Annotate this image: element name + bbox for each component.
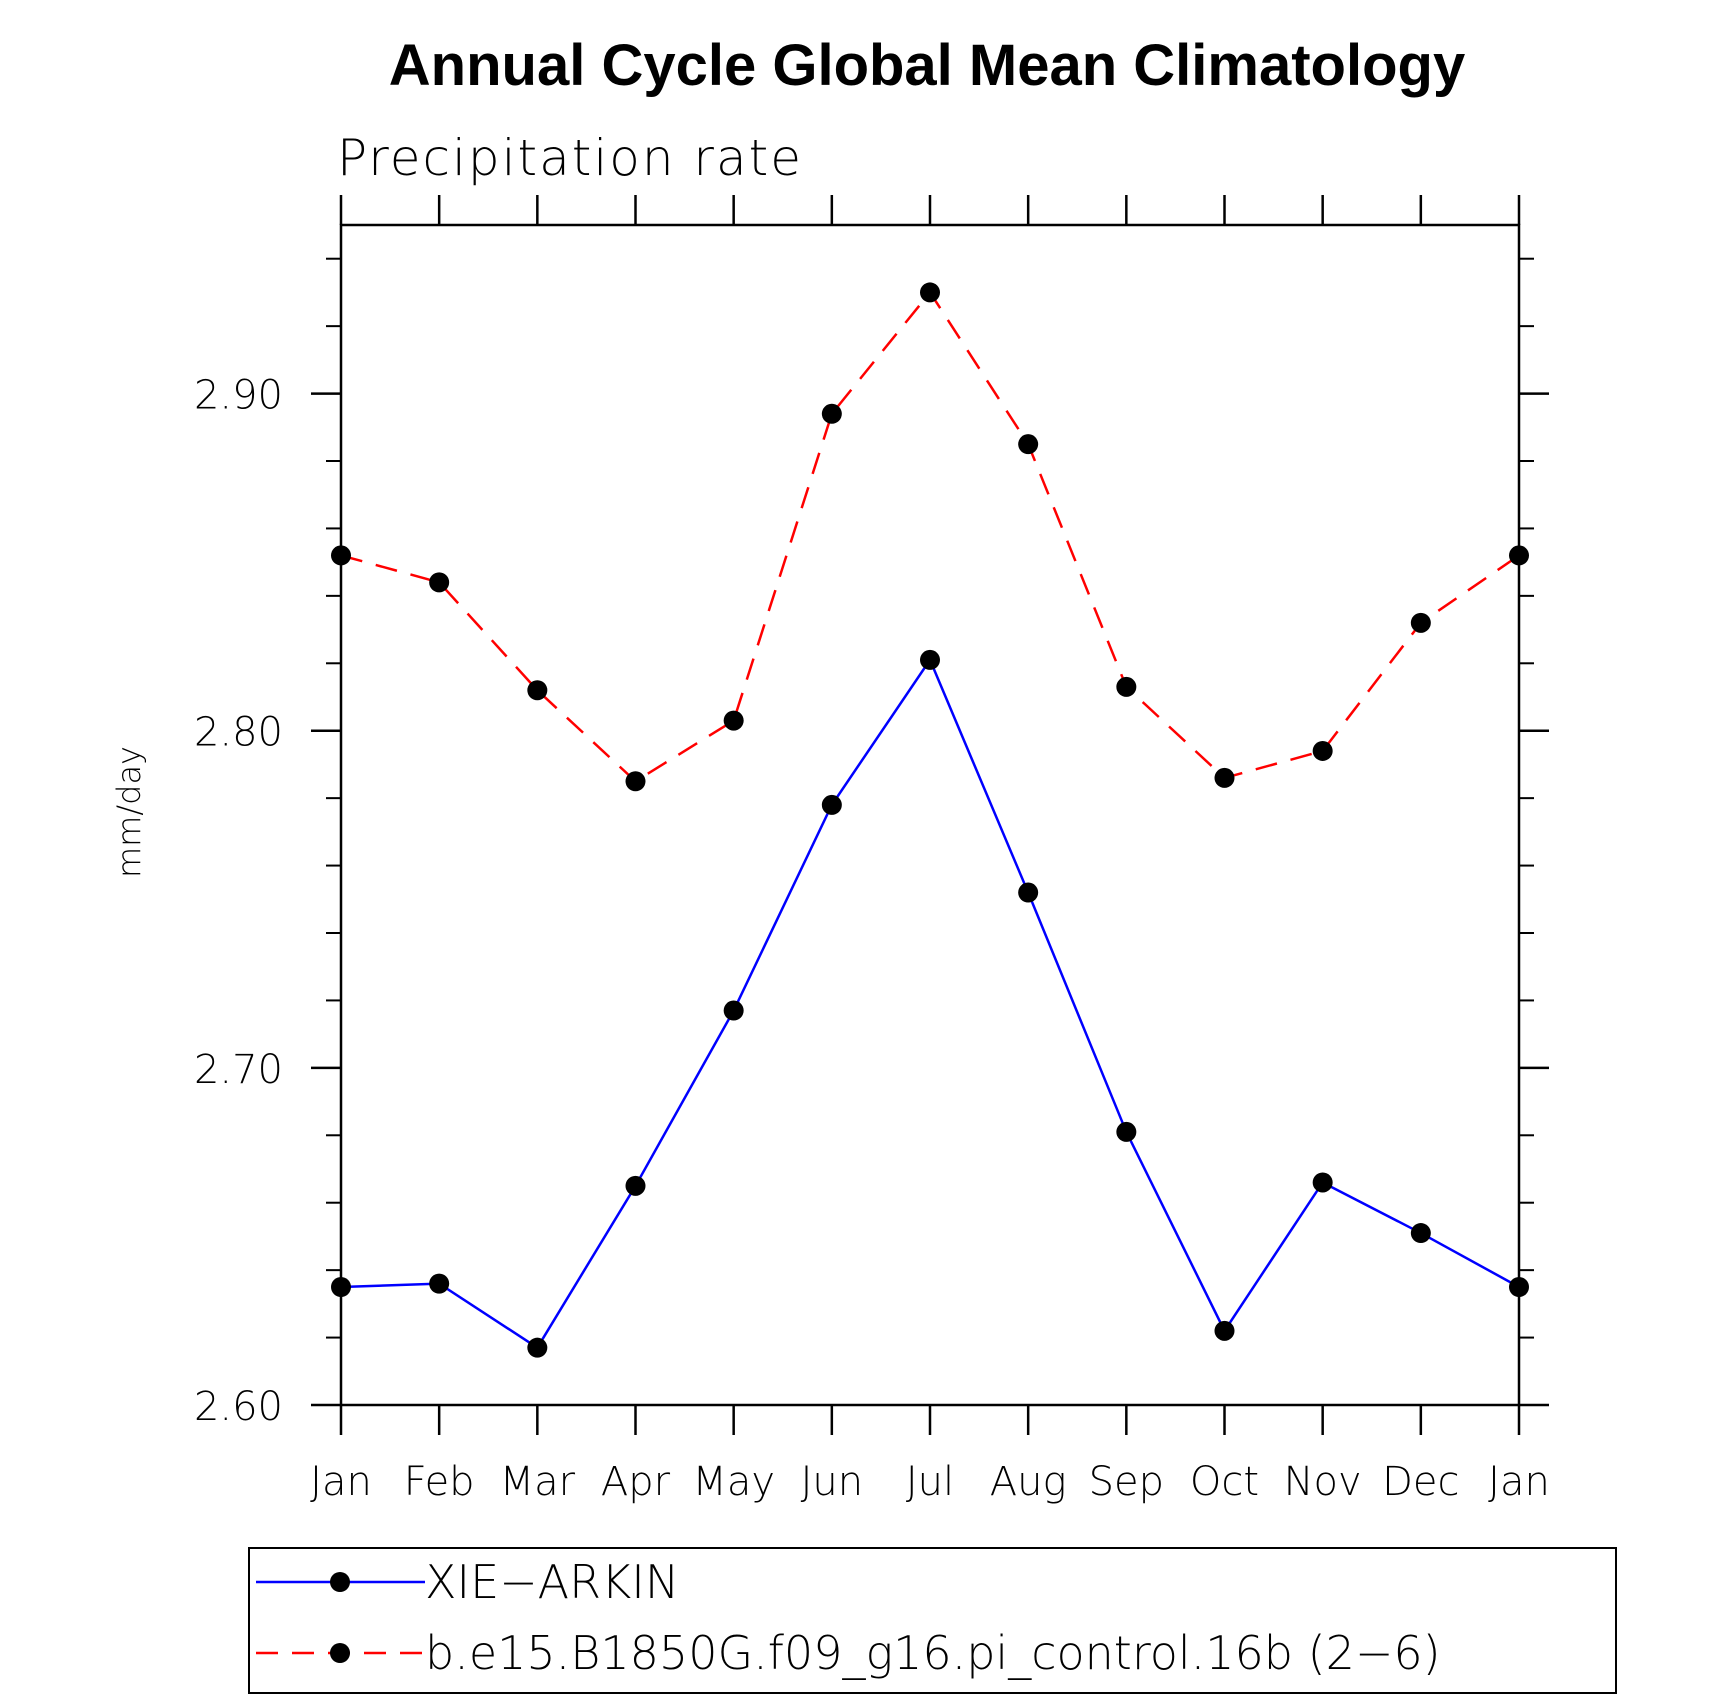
data-point: [1312, 740, 1333, 761]
legend-box: [248, 1547, 1617, 1694]
legend-marker: [330, 1643, 350, 1663]
data-point: [331, 545, 351, 566]
data-point: [429, 1273, 450, 1294]
data-point: [723, 1000, 744, 1021]
y-axis-label: mm/day: [110, 746, 148, 878]
x-tick-label: Aug: [990, 1459, 1067, 1505]
x-tick-label: Jan: [1488, 1459, 1550, 1505]
series-layer: [331, 282, 1529, 1358]
legend-label-2: b.e15.B1850G.f09_g16.pi_control.16b (2−6…: [425, 1626, 1441, 1680]
chart-subtitle: Precipitation rate: [337, 129, 803, 187]
x-tick-label: Nov: [1284, 1459, 1362, 1505]
data-point: [1214, 1320, 1235, 1341]
data-point: [1018, 882, 1039, 903]
legend-label-1: XIE−ARKIN: [425, 1555, 679, 1609]
legend: XIE−ARKIN b.e15.B1850G.f09_g16.pi_control…: [256, 1555, 1441, 1680]
data-point: [1116, 1121, 1137, 1142]
x-tick-label: Jul: [906, 1459, 954, 1505]
x-tick-label: Jun: [801, 1459, 864, 1505]
data-point: [1312, 1172, 1333, 1193]
data-point: [1410, 612, 1431, 633]
x-tick-label: Feb: [404, 1459, 475, 1505]
plot-frame: [339, 223, 1521, 1407]
data-point: [429, 572, 450, 593]
series-line-1: [340, 657, 1520, 1350]
x-tick-label: Oct: [1190, 1459, 1259, 1505]
x-tick-label: Jan: [310, 1459, 372, 1505]
data-point: [625, 771, 646, 792]
data-point: [625, 1175, 646, 1196]
data-point: [1214, 767, 1235, 788]
data-point: [821, 403, 842, 424]
x-tick-label: Dec: [1382, 1459, 1459, 1505]
data-point: [1509, 1277, 1529, 1297]
data-point: [920, 649, 940, 670]
y-tick-label: 2.70: [194, 1047, 283, 1093]
data-point: [1116, 676, 1137, 697]
legend-marker: [330, 1572, 350, 1592]
data-point: [1410, 1223, 1431, 1244]
data-point: [821, 794, 842, 815]
axes: Jan Feb Mar Apr May Jun Jul Aug Sep Oct Nov Dec Jan 2…: [194, 195, 1550, 1505]
data-point: [920, 282, 940, 303]
data-point: [1509, 545, 1529, 566]
y-tick-label: 2.80: [194, 710, 283, 756]
data-point: [331, 1277, 351, 1297]
y-tick-label: 2.90: [194, 373, 283, 419]
x-tick-label: Apr: [601, 1459, 671, 1505]
x-tick-label: Sep: [1089, 1459, 1164, 1505]
x-tick-label: Mar: [500, 1459, 576, 1505]
data-point: [1018, 434, 1039, 455]
series-line-2: [340, 290, 1520, 783]
chart-title: Annual Cycle Global Mean Climatology: [389, 33, 1465, 98]
data-point: [527, 680, 548, 701]
data-point: [527, 1337, 548, 1358]
y-tick-label: 2.60: [194, 1384, 283, 1430]
x-tick-label: May: [692, 1459, 775, 1505]
data-point: [723, 710, 744, 731]
